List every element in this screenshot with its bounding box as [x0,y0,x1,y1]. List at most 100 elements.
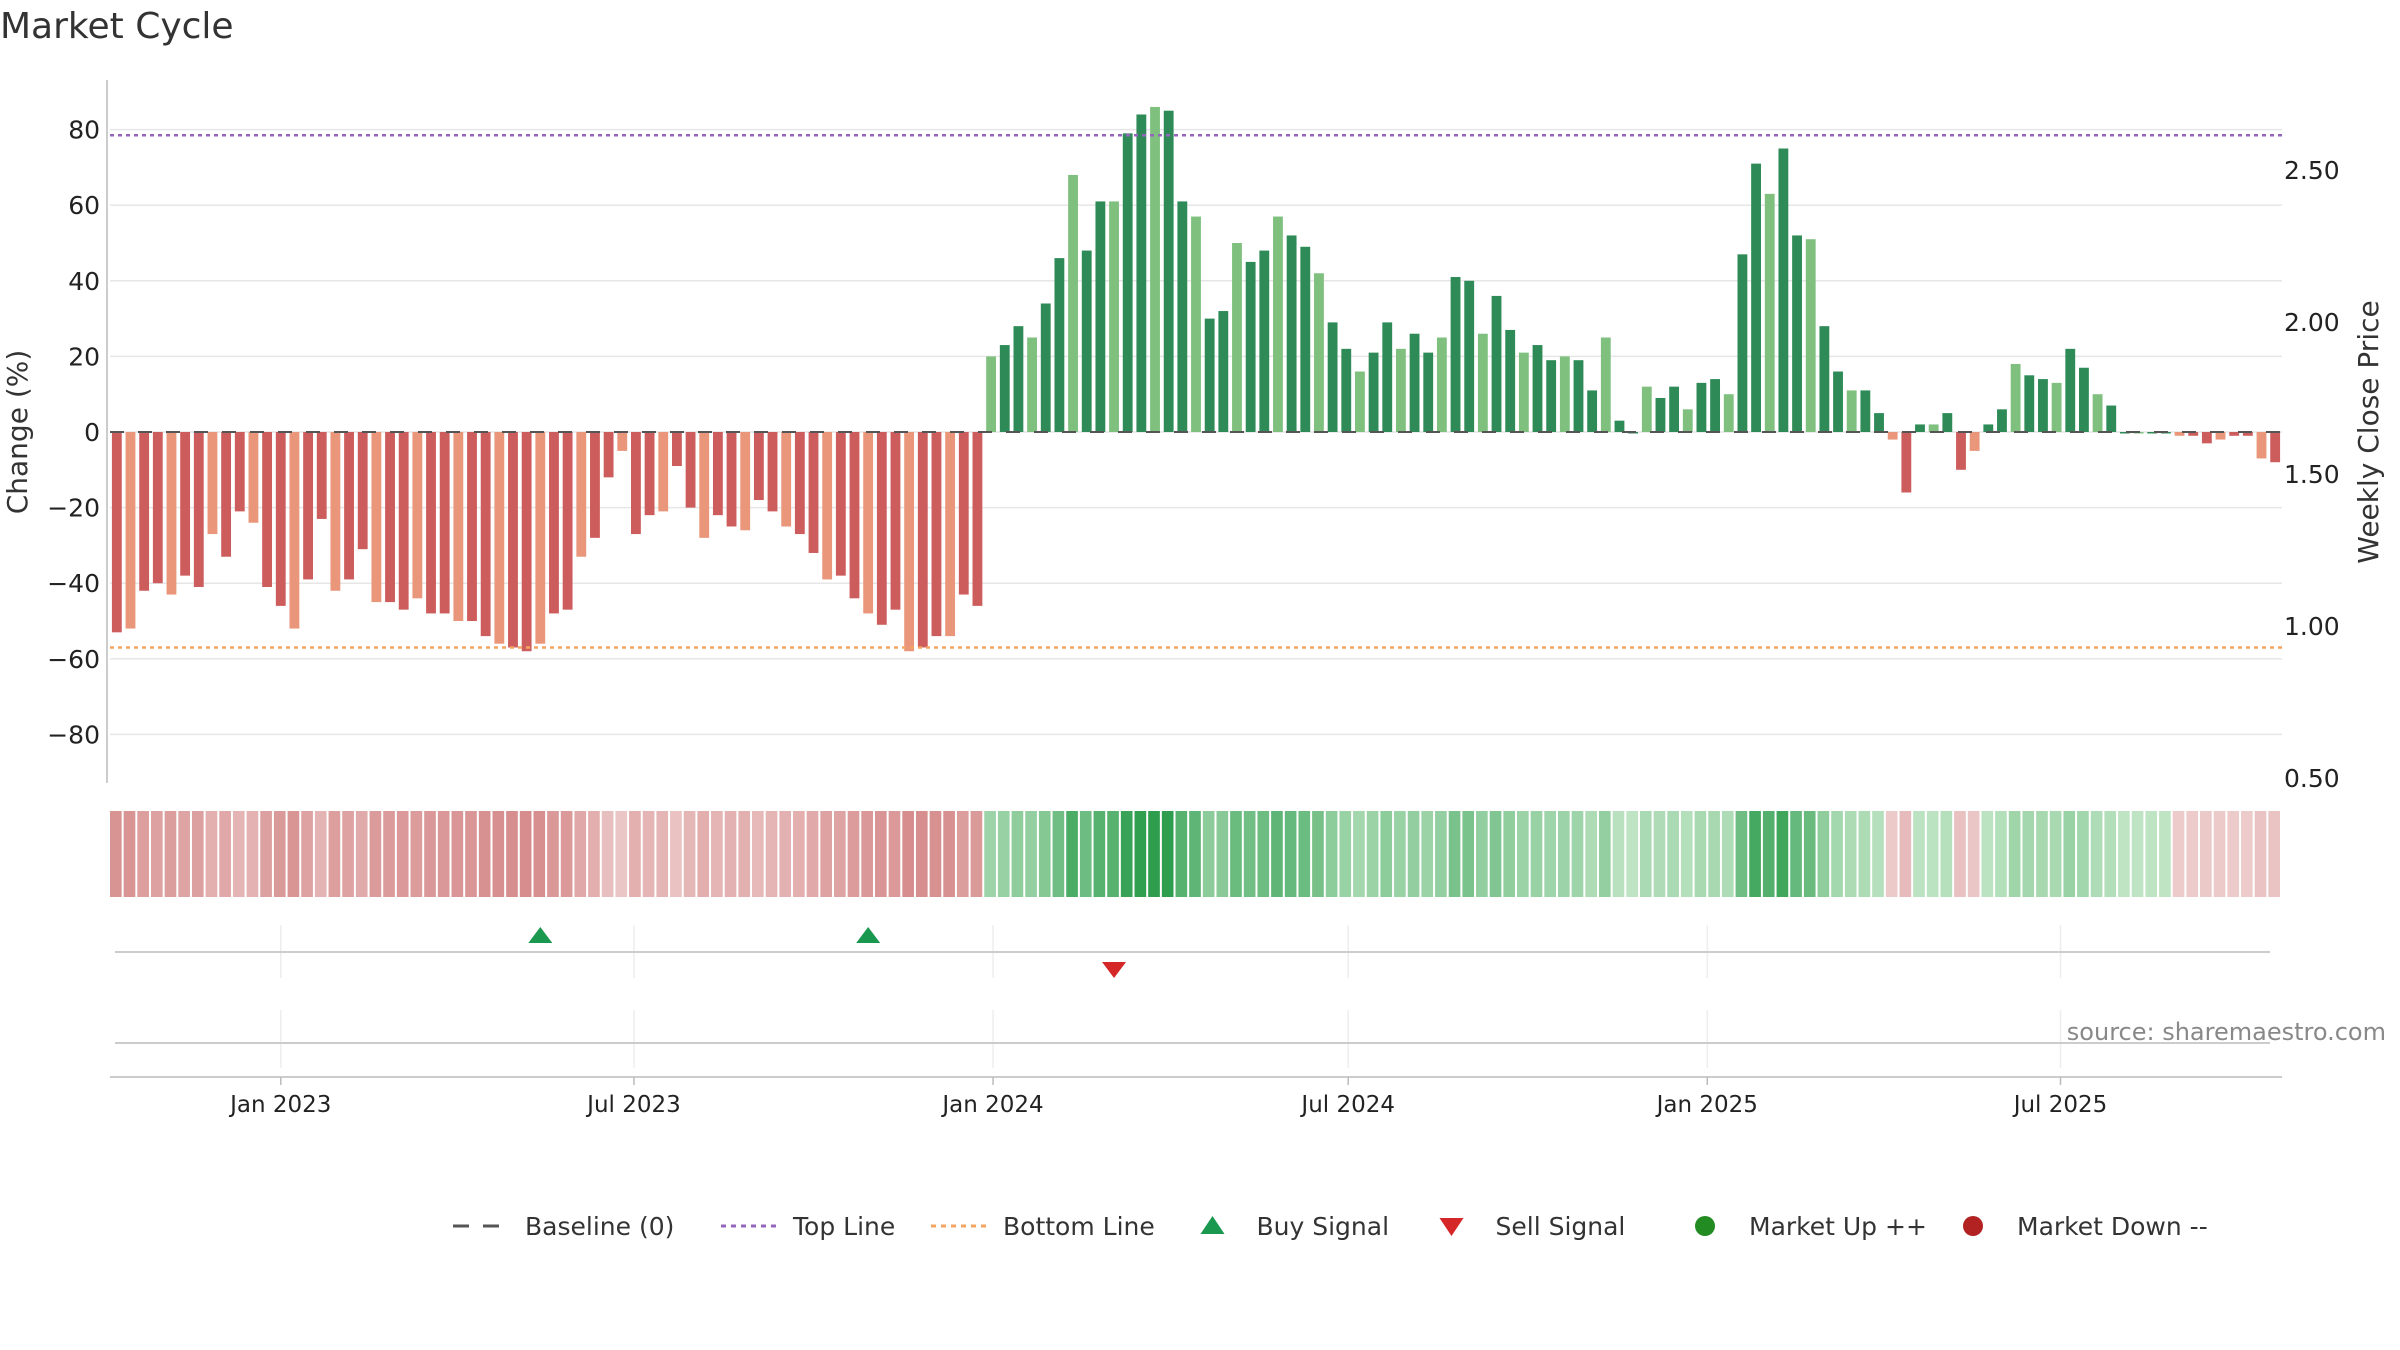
legend: Baseline (0) Top Line Bottom Line Buy Signa… [453,1212,2208,1241]
heatmap-cell [1093,811,1106,897]
heatmap-cell [1271,811,1283,897]
change-bar [2174,432,2185,436]
heatmap-cell [1380,811,1393,897]
change-bar [917,432,928,648]
heatmap-cell [574,811,587,897]
heatmap-cell [1899,811,1912,897]
change-bar [1778,148,1789,432]
change-bar [275,432,286,606]
heatmap-cell [629,811,641,897]
change-bar [1518,352,1529,432]
change-bar [1409,333,1420,432]
heatmap-cell [1517,811,1529,897]
heatmap-cell [492,811,505,897]
heatmap-cell [164,811,177,897]
heatmap-cell [1394,811,1406,897]
change-bar [753,432,764,501]
change-bar [1942,413,1953,432]
change-bar [794,432,805,535]
change-bar [726,432,737,527]
heatmap-cell [1694,811,1707,897]
change-bar [603,432,614,478]
heatmap-cell [369,811,382,897]
change-bar [1928,424,1939,432]
heatmap-cell [396,811,409,897]
heatmap-cell [301,811,313,897]
change-bar [480,432,491,637]
heatmap-cell [260,811,272,897]
change-bar [180,432,191,576]
legend-item: Bottom Line [931,1212,1155,1241]
change-bar [1204,318,1215,432]
change-bar [453,432,464,621]
heatmap-cell [342,811,354,897]
change-bar [1423,352,1434,432]
heatmap-cell [1790,811,1802,897]
change-bar [617,432,628,451]
change-bar [535,432,546,644]
change-bar [1833,371,1843,432]
heatmap-cell [1052,811,1065,897]
y-tick-label: 40 [68,267,100,296]
legend-label: Bottom Line [1003,1212,1155,1241]
change-bar [1081,250,1092,432]
change-bar [2201,432,2212,444]
change-bar [330,432,341,591]
heatmap-cell [984,811,996,897]
x-tick-label: Jan 2024 [940,1092,1043,1118]
change-bar [1232,243,1242,432]
heatmap-cell [2104,811,2117,897]
heatmap-cell [1817,811,1830,897]
heatmap-cell [2254,811,2267,897]
change-bar [385,432,395,603]
y2-axis-ticks: 2.50 2.00 1.50 1.00 0.50 [2284,156,2340,793]
heatmap-cell [547,811,559,897]
y-tick-label: −20 [47,494,100,523]
change-bar [1846,390,1857,432]
change-bar [2147,432,2158,434]
legend-item: Sell Signal [1439,1212,1625,1241]
heatmap-cell [902,811,914,897]
heatmap-cell [1107,811,1119,897]
change-bar [958,432,969,595]
change-bar [1477,333,1488,432]
heatmap-cell [1366,811,1379,897]
change-bar [193,432,204,587]
heatmap-cell [1708,811,1720,897]
change-bar [1259,250,1270,432]
x-tick-label: Jan 2025 [1655,1092,1758,1118]
change-bar [1136,114,1147,432]
heatmap-cell [1598,811,1611,897]
change-bar [508,432,518,648]
change-bar [1860,390,1871,432]
heatmap-cell [683,811,696,897]
heatmap-cell [1995,811,2007,897]
change-bar [781,432,792,527]
change-bar [2188,432,2199,436]
change-bar [876,432,887,625]
heatmap-cell [1735,811,1748,897]
change-bar [398,432,409,610]
change-bar [890,432,901,610]
heatmap-cell [1776,811,1789,897]
heatmap-cell [601,811,614,897]
change-bar [1887,432,1898,440]
change-bar [2119,432,2130,434]
heatmap-cell [1721,811,1734,897]
change-bar [767,432,778,512]
heatmap-cell [1407,811,1420,897]
heatmap-cell [588,811,600,897]
legend-item: Baseline (0) [453,1212,674,1241]
y-tick-label: −40 [47,569,100,598]
change-bar [1109,201,1119,432]
heatmap-cell [2036,811,2048,897]
y-tick-label: 0 [84,418,100,447]
heatmap-cell [410,811,423,897]
change-bar [289,432,300,629]
change-bar [931,432,942,637]
heatmap-cell [1667,811,1679,897]
heatmap-cell [1202,811,1215,897]
change-bar [248,432,259,523]
heatmap-cell [929,811,942,897]
change-bar [2010,363,2021,432]
